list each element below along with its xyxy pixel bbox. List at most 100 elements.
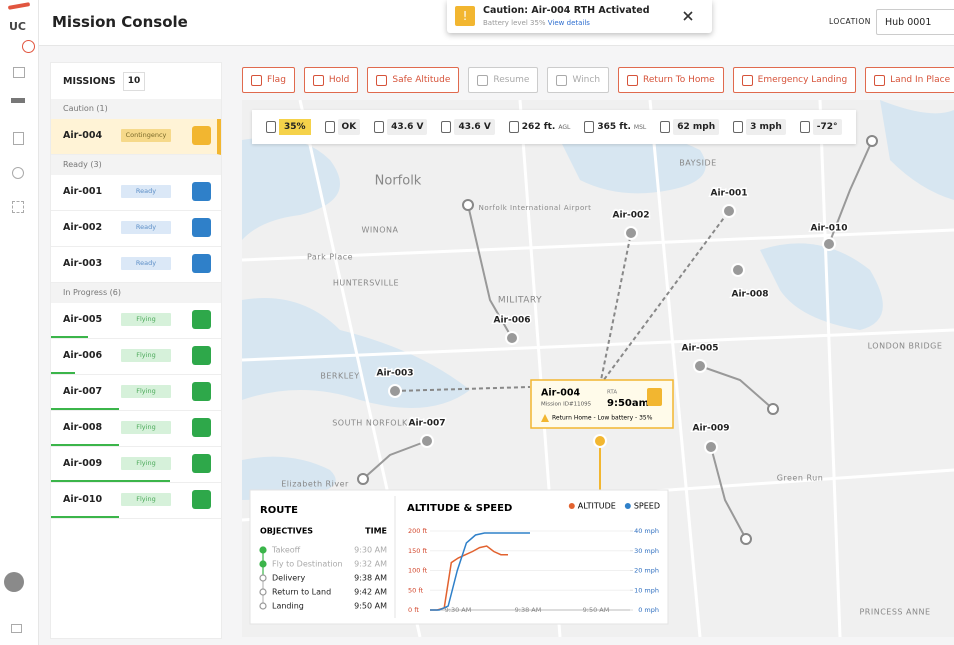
telemetry-value: 35% <box>279 119 311 135</box>
telemetry-item: 43.6 V <box>441 119 495 135</box>
toolbar-button[interactable]: Resume <box>468 67 539 93</box>
drone-marker <box>388 384 402 398</box>
telemetry-item: -72° <box>799 119 842 135</box>
place-label: MILITARY <box>498 296 542 306</box>
mission-icon <box>192 218 211 237</box>
close-button[interactable] <box>681 8 695 22</box>
mission-icon <box>192 254 211 273</box>
progress-bar <box>51 444 119 446</box>
popup-rta-label: RTA <box>607 390 617 396</box>
mission-name: Air-009 <box>63 458 103 469</box>
route-title: ROUTE <box>260 505 298 516</box>
mission-name: Air-008 <box>63 422 103 433</box>
y-tick-label: 100 ft <box>408 567 428 575</box>
location-label: LOCATION <box>829 17 871 26</box>
mission-row[interactable]: Air-009 Flying <box>51 447 221 483</box>
drone-label: Air-010 <box>810 224 847 234</box>
waypoint <box>740 533 752 545</box>
toast-message: Battery level 35% View details <box>483 19 590 27</box>
status-badge: Ready <box>121 257 171 270</box>
toolbar-button[interactable]: Safe Altitude <box>367 67 460 93</box>
water <box>760 243 883 330</box>
toast-title: Caution: Air-004 RTH Activated <box>483 5 650 16</box>
dashed-route <box>394 386 531 392</box>
button-label: Resume <box>493 75 530 85</box>
y2-tick-label: 30 mph <box>634 547 659 555</box>
logo: UC <box>9 20 27 33</box>
telemetry-icon <box>374 121 385 133</box>
page-title: Mission Console <box>52 13 188 31</box>
waypoint <box>357 473 369 485</box>
y2-tick-label: 10 mph <box>634 586 659 594</box>
progress-bar <box>51 408 119 410</box>
objective-name: Takeoff <box>271 546 301 555</box>
telemetry-value: 3 mph <box>746 119 786 135</box>
mission-row[interactable]: Air-010 Flying <box>51 483 221 519</box>
drone-icon[interactable] <box>11 98 25 103</box>
command-icon[interactable] <box>12 201 24 213</box>
telemetry-item: OK <box>324 119 361 135</box>
drone-label: Air-001 <box>710 189 747 199</box>
toolbar-button[interactable]: Flag <box>242 67 295 93</box>
mission-icon <box>192 182 211 201</box>
legend-swatch <box>624 503 631 509</box>
toolbar-button[interactable]: Emergency Landing <box>732 67 857 93</box>
avatar[interactable] <box>4 572 24 592</box>
status-badge: Ready <box>121 221 171 234</box>
toolbar-button[interactable]: Winch <box>547 67 610 93</box>
group-label: Caution (1) <box>51 99 221 119</box>
mission-row[interactable]: Air-002 Ready <box>51 211 221 247</box>
drone-marker <box>722 204 736 218</box>
place-label: BAYSIDE <box>679 159 716 168</box>
drone-label: Air-008 <box>731 290 768 300</box>
history-icon[interactable] <box>12 167 24 179</box>
place-label: Elizabeth River <box>281 480 349 489</box>
telemetry-item: 43.6 V <box>374 119 428 135</box>
mission-row[interactable]: Air-005 Flying <box>51 303 221 339</box>
objectives-label: OBJECTIVES <box>260 527 313 536</box>
objective-time: 9:32 AM <box>354 560 387 569</box>
logout-icon[interactable] <box>11 624 22 633</box>
drone-label: Air-007 <box>408 419 445 429</box>
toolbar-button[interactable]: Land In Place <box>865 67 954 93</box>
objective-dot <box>259 574 267 582</box>
progress-bar <box>51 480 170 482</box>
mission-row[interactable]: Air-008 Flying <box>51 411 221 447</box>
mission-row[interactable]: Air-004 Contingency <box>51 119 221 155</box>
objective-name: Fly to Destination <box>272 560 343 569</box>
mission-row[interactable]: Air-003 Ready <box>51 247 221 283</box>
progress-bar <box>51 336 89 338</box>
y2-tick-label: 0 mph <box>638 606 659 614</box>
telemetry-value: 262 ft. <box>521 122 556 132</box>
status-badge: Flying <box>121 385 171 398</box>
x-tick-label: 9:38 AM <box>515 606 542 614</box>
warning-icon: ! <box>455 6 475 26</box>
mission-name: Air-007 <box>63 386 103 397</box>
mission-row[interactable]: Air-001 Ready <box>51 175 221 211</box>
objective-dot <box>259 546 267 554</box>
home-icon[interactable] <box>13 67 25 78</box>
drone-label: Air-003 <box>376 369 413 379</box>
toast-link[interactable]: View details <box>547 19 590 27</box>
mission-icon <box>192 310 211 329</box>
telemetry-value: AGL <box>558 123 571 131</box>
road <box>242 228 954 262</box>
status-badge: Flying <box>121 313 171 326</box>
status-badge: Contingency <box>121 129 171 142</box>
telemetry-item: 365 ft. MSL <box>584 121 646 133</box>
y2-tick-label: 40 mph <box>634 527 659 535</box>
mission-row[interactable]: Air-006 Flying <box>51 339 221 375</box>
y2-tick-label: 20 mph <box>634 567 659 575</box>
toolbar-button[interactable]: Return To Home <box>618 67 724 93</box>
drone-label: Air-005 <box>681 344 718 354</box>
missions-heading: MISSIONS <box>63 76 116 87</box>
toolbar-button[interactable]: Hold <box>303 67 359 93</box>
drone-label: Air-002 <box>612 211 649 221</box>
clipboard-icon[interactable] <box>13 132 24 145</box>
logo-swoosh <box>7 2 31 10</box>
location-select[interactable]: Hub 0001 <box>876 9 954 35</box>
lock-icon[interactable] <box>22 40 35 53</box>
mission-row[interactable]: Air-007 Flying <box>51 375 221 411</box>
button-label: Winch <box>572 75 601 85</box>
